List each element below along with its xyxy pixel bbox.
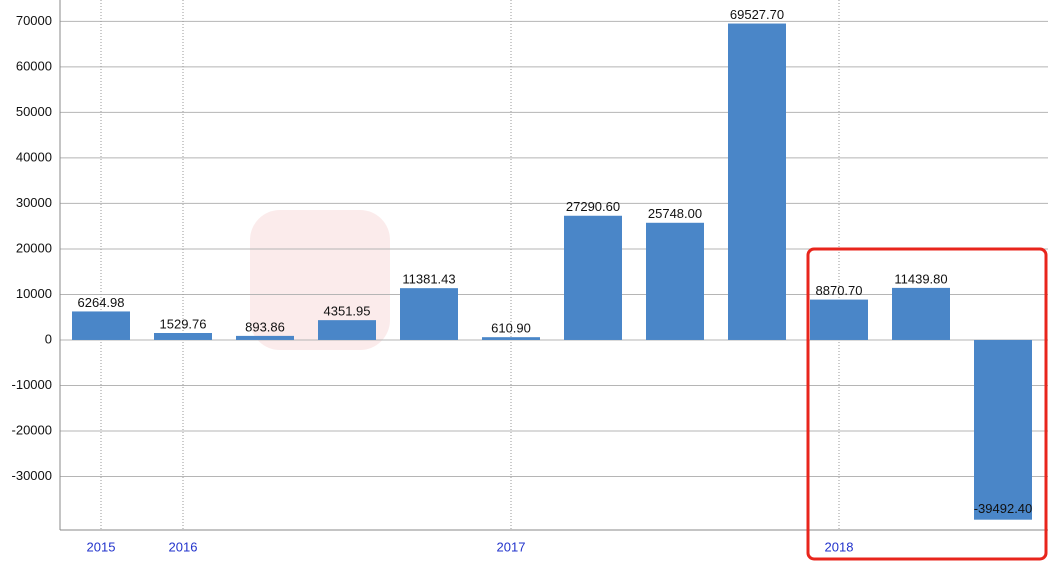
value-label: 69527.70: [730, 7, 784, 22]
x-tick-label: 2015: [87, 539, 116, 554]
value-label: 610.90: [491, 321, 531, 336]
x-tick-label: 2017: [497, 539, 526, 554]
bar: [564, 215, 622, 340]
y-tick-label: -30000: [12, 468, 52, 483]
y-tick-label: 30000: [16, 195, 52, 210]
y-tick-label: -20000: [12, 422, 52, 437]
bar: [892, 287, 950, 340]
y-tick-label: 20000: [16, 240, 52, 255]
bar: [318, 320, 376, 340]
bar: [974, 339, 1032, 520]
value-label: 11381.43: [402, 272, 455, 287]
y-tick-label: 60000: [16, 58, 52, 73]
bar: [72, 311, 130, 340]
value-label: 27290.60: [566, 199, 620, 214]
value-label: 8870.70: [816, 283, 863, 298]
bar: [154, 332, 212, 340]
x-tick-label: 2018: [825, 539, 854, 554]
value-label: 4351.95: [324, 304, 371, 319]
watermark: [250, 210, 390, 350]
y-tick-label: -10000: [12, 377, 52, 392]
value-label: 25748.00: [648, 206, 702, 221]
y-tick-label: 0: [45, 331, 52, 346]
y-tick-label: 10000: [16, 286, 52, 301]
bar: [646, 222, 704, 340]
bar: [236, 335, 294, 340]
bar: [810, 299, 868, 340]
bar: [400, 288, 458, 340]
x-tick-label: 2016: [169, 539, 198, 554]
y-tick-label: 50000: [16, 104, 52, 119]
highlight-box: [806, 247, 1048, 561]
value-label: 1529.76: [160, 316, 207, 331]
value-label: 11439.80: [894, 271, 947, 286]
value-label: -39492.40: [974, 501, 1033, 516]
value-label: 6264.98: [78, 295, 125, 310]
y-tick-label: 70000: [16, 13, 52, 28]
y-tick-label: 40000: [16, 149, 52, 164]
bar: [482, 337, 540, 340]
value-label: 893.86: [245, 319, 285, 334]
bar: [728, 23, 786, 340]
